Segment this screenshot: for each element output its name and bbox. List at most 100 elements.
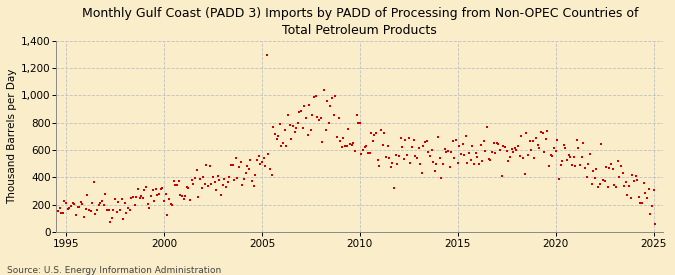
Point [511,148,522,153]
Point [431,161,442,166]
Point [439,147,450,152]
Point [168,179,179,184]
Point [277,140,288,145]
Point [304,103,315,107]
Point [596,141,607,146]
Point [418,144,429,148]
Point [84,208,95,212]
Point [297,126,308,130]
Point [456,152,466,156]
Point [188,182,198,186]
Point [470,151,481,155]
Text: Source: U.S. Energy Information Administration: Source: U.S. Energy Information Administ… [7,266,221,275]
Point [173,179,184,183]
Point [369,133,380,138]
Point [594,182,605,186]
Point [609,183,620,188]
Point [207,174,218,179]
Point [322,99,333,103]
Point [416,171,427,175]
Point [134,196,145,200]
Point [342,143,352,148]
Point [541,137,551,142]
Point [118,217,129,222]
Point [333,116,344,121]
Point [61,201,72,206]
Point [529,156,540,160]
Point [650,221,661,226]
Point [180,194,190,199]
Point [377,142,388,147]
Y-axis label: Thousand Barrels per Day: Thousand Barrels per Day [7,69,17,204]
Point [549,146,560,151]
Point [129,203,140,207]
Point [229,177,240,182]
Point [157,185,168,190]
Point [182,185,192,189]
Point [340,143,350,148]
Point [452,161,463,165]
Point [268,124,279,129]
Point [109,197,120,201]
Point [566,163,577,167]
Point [202,184,213,188]
Point [578,141,589,145]
Point [142,202,153,206]
Point [500,145,510,149]
Point [289,130,300,134]
Point [103,208,114,213]
Point [288,123,298,128]
Point [457,142,468,146]
Point [246,179,257,183]
Point [196,185,207,190]
Point [219,177,230,181]
Point [95,201,106,205]
Point [315,115,326,120]
Point [374,164,385,169]
Point [459,152,470,157]
Point [542,128,553,133]
Point [345,142,356,146]
Point [426,148,437,152]
Point [612,159,623,163]
Point [358,148,369,152]
Point [637,200,647,205]
Point [199,182,210,186]
Point [513,144,524,148]
Point [565,155,576,159]
Point [591,167,602,171]
Title: Monthly Gulf Coast (PADD 3) Imports by PADD of Processing from Non-OPEC Countrie: Monthly Gulf Coast (PADD 3) Imports by P… [82,7,638,37]
Point [480,149,491,153]
Point [474,162,485,166]
Point [65,204,76,208]
Point [434,156,445,161]
Point [448,139,458,144]
Point [276,144,287,148]
Point [338,136,349,141]
Point [588,169,599,173]
Point [535,130,546,134]
Point [593,185,603,189]
Point [356,152,367,156]
Point [113,199,124,204]
Point [601,165,612,169]
Point [284,122,295,127]
Point [119,200,130,205]
Point [429,169,440,174]
Point [647,204,657,208]
Point [54,205,65,210]
Point [260,164,271,168]
Point [602,185,613,189]
Point [138,196,148,200]
Point [261,52,272,57]
Point [234,165,244,170]
Point [412,156,423,160]
Point [534,146,545,151]
Point [123,206,134,210]
Point [560,145,571,150]
Point [521,131,532,135]
Point [604,166,615,170]
Point [504,155,515,159]
Point [165,202,176,206]
Point [533,142,543,147]
